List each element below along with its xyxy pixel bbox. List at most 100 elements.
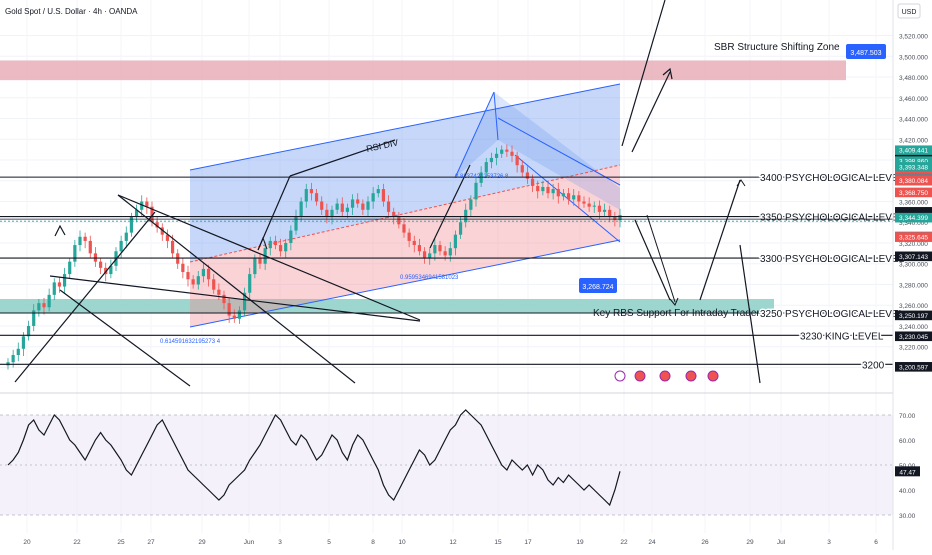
candle-body [551,189,555,194]
arrow-head [662,67,673,80]
candle-body [592,205,596,207]
candle-body [330,209,334,218]
candle-body [453,234,458,249]
candle-body [170,240,175,254]
candle-body [134,209,139,218]
time-tick-label: 5 [327,539,331,546]
fib-label: 0.614591632195273 4 [160,339,221,345]
fib-label: 0.9595346941581023 [400,275,459,281]
candle-body [397,217,401,225]
target-arrow-line [631,71,671,153]
candle-body [119,240,123,252]
candle-body [515,155,519,166]
candle-body [88,240,92,254]
arrow-head [736,179,746,187]
price-callout-box [846,44,886,59]
candle-body [376,189,380,194]
candle-body [582,201,586,204]
channel-top-line [189,83,621,171]
candle-body [417,245,422,252]
candle-body [212,279,216,290]
rsi-current-tag [895,466,920,477]
candle-body [68,261,72,275]
candle-body [556,189,560,197]
trend-line [634,219,671,301]
candle-body [227,303,231,316]
price-tick-label: 3,220.000 [899,345,928,352]
price-tag-label: 3,250.197 [899,313,928,320]
wedge-line [493,91,499,141]
time-tick-label: 3 [278,539,282,546]
candle-body [304,189,308,202]
level-label: 3350 PSYCHOLOGICAL LEVEL [760,213,905,224]
price-tag-label: 3,393.348 [899,164,928,171]
candle-body [530,178,535,186]
candle-body [345,207,350,212]
level-label: 3400 PSYCHOLOGICAL LEVEL [760,173,905,184]
level-label: 3230 KING LEVEL [800,331,884,342]
trend-line [289,139,396,177]
price-tick-label: 3,260.000 [899,303,928,310]
price-tick-label: 3,340.000 [899,220,928,227]
candle-body [618,214,622,221]
price-tick-label: 3,500.000 [899,54,928,61]
event-marker-icon [614,370,626,382]
currency-box[interactable] [897,3,921,19]
candle-body [412,240,416,246]
price-tag-label: 3,380.084 [899,178,928,185]
price-callout-label: 3,487.503 [850,50,881,57]
level-label: 3200 [862,360,885,371]
price-tag [895,162,932,172]
price-tag [895,156,932,166]
candle-body [597,205,602,212]
candle-body [608,209,612,218]
candle-body [494,153,499,158]
price-tag [895,187,932,198]
candle-body [37,303,41,311]
candle-body [299,201,303,217]
candle-body [402,224,406,233]
candle-body [407,232,411,241]
time-tick-label: 27 [147,539,155,546]
price-tag-label: 3,325.645 [899,235,928,242]
price-tick-label: 3,300.000 [899,262,928,269]
candle-body [340,203,344,212]
time-tick-label: 10 [398,539,406,546]
candle-body [124,232,128,241]
candle-body [536,185,540,192]
candle-body [428,253,432,259]
candle-body [140,201,144,210]
rsi-tick-label: 40.00 [899,488,916,495]
time-tick-label: Jun [244,539,255,546]
trend-line [59,289,191,387]
time-tick-label: 24 [648,539,656,546]
candle-body [57,282,62,287]
candle-body [350,199,355,208]
time-tick-label: 17 [524,539,532,546]
price-tag-label: 3,200.597 [899,364,928,371]
trend-line [117,194,421,321]
event-marker-icon [659,370,671,382]
candle-body [268,240,272,249]
candle-body [525,172,530,179]
time-tick-label: 3 [827,539,831,546]
candle-body [222,294,226,304]
price-tick-label: 3,280.000 [899,282,928,289]
zone-label: SBR Structure Shifting Zone [714,42,840,53]
candle-body [469,199,473,210]
candle-body [284,242,288,252]
candle-body [381,189,386,202]
candle-body [11,354,15,363]
candle-body [52,282,56,295]
candle-body [561,193,566,197]
candle-body [458,222,463,235]
price-tick-label: 3,240.000 [899,324,928,331]
trend-line [117,194,356,384]
candle-body [361,203,365,210]
candle-body [217,289,221,295]
candle-body [484,162,488,173]
candle-body [572,195,576,200]
price-tick-label: 3,320.000 [899,241,928,248]
price-tick-label: 3,360.000 [899,200,928,207]
